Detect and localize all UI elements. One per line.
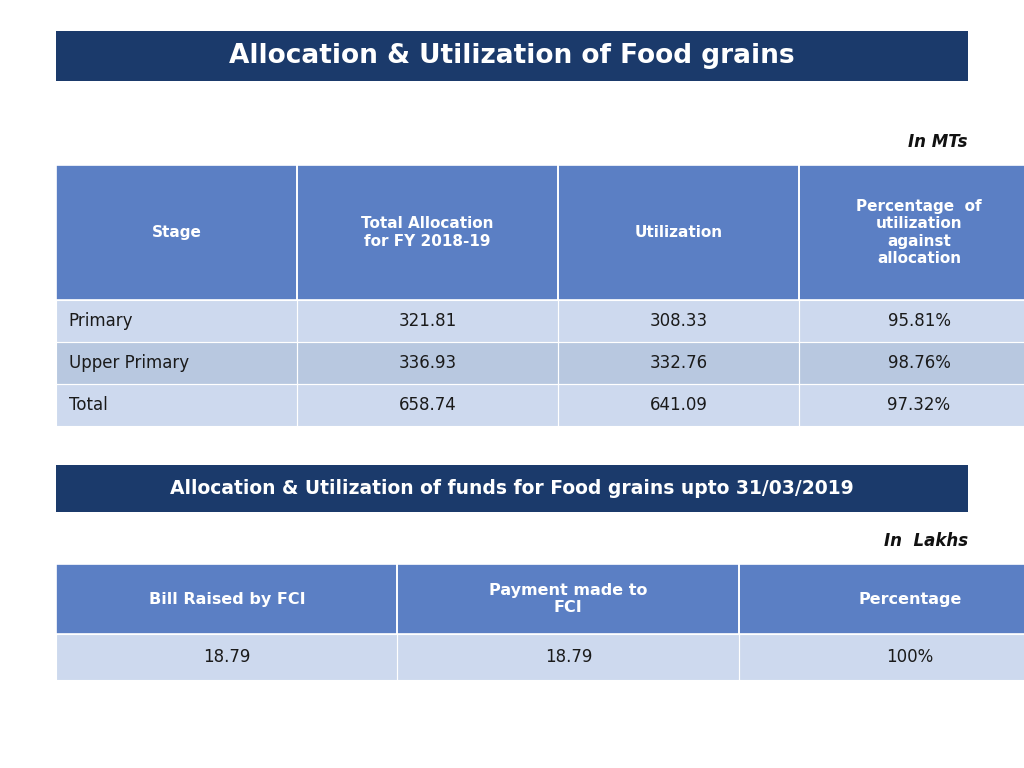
Bar bbox=[799, 165, 1024, 300]
Bar bbox=[558, 384, 799, 426]
Bar bbox=[297, 342, 558, 384]
Bar bbox=[397, 564, 739, 634]
Text: Payment made to
FCI: Payment made to FCI bbox=[489, 583, 647, 615]
Bar bbox=[297, 300, 558, 342]
Bar bbox=[56, 465, 968, 512]
Bar bbox=[56, 384, 297, 426]
Bar bbox=[739, 564, 1024, 634]
Text: Primary: Primary bbox=[69, 312, 133, 329]
Bar bbox=[56, 564, 397, 634]
Text: Utilization: Utilization bbox=[634, 225, 723, 240]
Bar bbox=[297, 165, 558, 300]
Bar bbox=[56, 564, 397, 634]
Text: 336.93: 336.93 bbox=[398, 354, 457, 372]
Bar bbox=[56, 165, 297, 300]
Bar bbox=[558, 342, 799, 384]
Bar bbox=[799, 300, 1024, 342]
Text: 97.32%: 97.32% bbox=[888, 396, 950, 414]
Text: Percentage  of
utilization
against
allocation: Percentage of utilization against alloca… bbox=[856, 199, 982, 266]
Bar bbox=[56, 384, 297, 426]
Text: 98.76%: 98.76% bbox=[888, 354, 950, 372]
Bar bbox=[558, 384, 799, 426]
Text: 100%: 100% bbox=[886, 647, 934, 666]
Bar bbox=[799, 384, 1024, 426]
Text: 641.09: 641.09 bbox=[649, 396, 708, 414]
Bar bbox=[56, 634, 397, 680]
Bar bbox=[558, 300, 799, 342]
Bar bbox=[799, 165, 1024, 300]
Bar bbox=[56, 342, 297, 384]
Text: 308.33: 308.33 bbox=[649, 312, 708, 329]
Bar bbox=[558, 165, 799, 300]
Bar bbox=[558, 300, 799, 342]
Bar bbox=[397, 564, 739, 634]
Bar bbox=[799, 300, 1024, 342]
Bar bbox=[297, 384, 558, 426]
Bar bbox=[739, 634, 1024, 680]
Text: Percentage: Percentage bbox=[858, 591, 962, 607]
Text: Total Allocation
for FY 2018-19: Total Allocation for FY 2018-19 bbox=[361, 216, 494, 249]
Bar bbox=[397, 634, 739, 680]
Text: 321.81: 321.81 bbox=[398, 312, 457, 329]
Bar bbox=[558, 165, 799, 300]
Bar bbox=[397, 634, 739, 680]
Bar bbox=[56, 300, 297, 342]
Bar bbox=[297, 342, 558, 384]
Bar bbox=[56, 31, 968, 81]
Text: 332.76: 332.76 bbox=[649, 354, 708, 372]
Text: In  Lakhs: In Lakhs bbox=[884, 532, 968, 551]
Bar bbox=[56, 300, 297, 342]
Text: Allocation & Utilization of funds for Food grains upto 31/03/2019: Allocation & Utilization of funds for Fo… bbox=[170, 479, 854, 498]
Bar bbox=[799, 342, 1024, 384]
Text: 18.79: 18.79 bbox=[545, 647, 592, 666]
Text: In MTs: In MTs bbox=[908, 133, 968, 151]
Text: 18.79: 18.79 bbox=[203, 647, 251, 666]
Text: Bill Raised by FCI: Bill Raised by FCI bbox=[148, 591, 305, 607]
Bar bbox=[297, 300, 558, 342]
Bar bbox=[799, 384, 1024, 426]
Text: 95.81%: 95.81% bbox=[888, 312, 950, 329]
Text: Upper Primary: Upper Primary bbox=[69, 354, 188, 372]
Text: Total: Total bbox=[69, 396, 108, 414]
Bar bbox=[297, 384, 558, 426]
Bar bbox=[56, 342, 297, 384]
Bar bbox=[56, 165, 297, 300]
Bar bbox=[739, 634, 1024, 680]
Text: Allocation & Utilization of Food grains: Allocation & Utilization of Food grains bbox=[229, 43, 795, 68]
Text: Stage: Stage bbox=[152, 225, 202, 240]
Bar bbox=[799, 342, 1024, 384]
Bar bbox=[56, 634, 397, 680]
Bar bbox=[297, 165, 558, 300]
Text: 658.74: 658.74 bbox=[398, 396, 457, 414]
Bar bbox=[558, 342, 799, 384]
Bar bbox=[739, 564, 1024, 634]
